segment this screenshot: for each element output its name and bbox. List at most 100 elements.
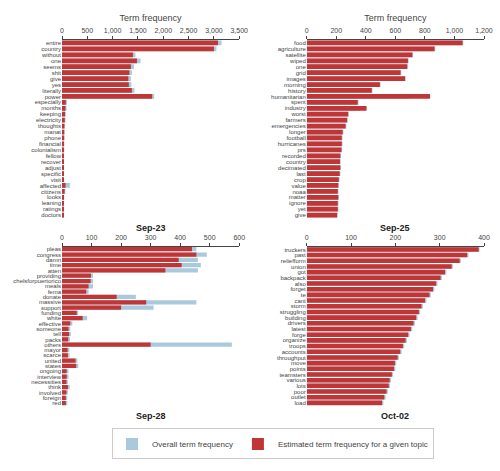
svg-text:Estimated term frequency for a: Estimated term frequency for a given top… bbox=[278, 440, 428, 449]
svg-text:wiped: wiped bbox=[289, 58, 306, 64]
svg-text:spent: spent bbox=[291, 99, 306, 105]
svg-text:last: last bbox=[296, 171, 306, 177]
svg-text:financial: financial bbox=[39, 141, 61, 147]
svg-text:morning: morning bbox=[284, 82, 306, 88]
svg-text:Term frequency: Term frequency bbox=[120, 13, 183, 23]
svg-text:truckers: truckers bbox=[284, 246, 305, 252]
svg-text:food: food bbox=[294, 40, 306, 46]
svg-text:longer: longer bbox=[289, 129, 306, 135]
svg-text:thoughts: thoughts bbox=[38, 123, 61, 129]
svg-text:white: white bbox=[46, 315, 62, 321]
svg-text:backpack: backpack bbox=[280, 275, 306, 281]
svg-text:recorded: recorded bbox=[282, 153, 306, 159]
svg-text:colonialism: colonialism bbox=[31, 147, 61, 153]
svg-text:3,000: 3,000 bbox=[205, 27, 223, 34]
svg-text:others: others bbox=[44, 342, 61, 348]
svg-text:affected: affected bbox=[40, 183, 61, 189]
svg-text:points: points bbox=[290, 366, 306, 372]
svg-text:donate: donate bbox=[43, 294, 62, 300]
svg-text:yet: yet bbox=[298, 206, 306, 212]
svg-text:2,000: 2,000 bbox=[155, 27, 173, 34]
svg-text:100: 100 bbox=[345, 234, 357, 241]
svg-text:electricity: electricity bbox=[36, 117, 61, 123]
svg-text:200: 200 bbox=[390, 234, 402, 241]
svg-text:literally: literally bbox=[42, 88, 61, 94]
svg-text:forge: forge bbox=[292, 332, 306, 338]
svg-text:crop: crop bbox=[294, 177, 306, 183]
svg-text:500: 500 bbox=[81, 27, 93, 34]
svg-text:400: 400 bbox=[360, 27, 372, 34]
svg-text:0: 0 bbox=[60, 234, 64, 241]
svg-text:history: history bbox=[288, 88, 306, 94]
svg-text:Term frequency: Term frequency bbox=[364, 13, 427, 23]
svg-text:ongoing: ongoing bbox=[40, 368, 61, 374]
svg-text:noaa: noaa bbox=[292, 189, 306, 195]
svg-text:0: 0 bbox=[305, 234, 309, 241]
svg-text:united: united bbox=[45, 358, 61, 364]
svg-text:effective: effective bbox=[39, 321, 62, 327]
svg-text:congress: congress bbox=[37, 252, 61, 258]
svg-text:mayor: mayor bbox=[44, 347, 61, 353]
svg-text:football: football bbox=[286, 135, 305, 141]
svg-text:recover: recover bbox=[41, 159, 61, 165]
svg-text:give: give bbox=[50, 76, 62, 82]
svg-text:1,000: 1,000 bbox=[446, 27, 464, 34]
svg-text:fema: fema bbox=[48, 289, 62, 295]
svg-text:Overall term frequency: Overall term frequency bbox=[152, 440, 233, 449]
svg-text:one: one bbox=[51, 58, 62, 64]
svg-text:worst: worst bbox=[290, 111, 306, 117]
svg-text:yes: yes bbox=[52, 82, 61, 88]
svg-text:massive: massive bbox=[39, 299, 62, 305]
svg-text:past: past bbox=[294, 252, 306, 258]
svg-text:interview: interview bbox=[37, 374, 61, 380]
svg-text:seems: seems bbox=[43, 64, 61, 70]
svg-text:ratings: ratings bbox=[43, 206, 61, 212]
svg-text:accounts: accounts bbox=[282, 349, 306, 355]
svg-text:involved: involved bbox=[39, 390, 61, 396]
svg-text:months: months bbox=[41, 105, 61, 111]
svg-text:100: 100 bbox=[86, 234, 98, 241]
svg-text:adjust: adjust bbox=[45, 165, 61, 171]
svg-text:packs: packs bbox=[45, 337, 61, 343]
svg-text:outlet: outlet bbox=[291, 394, 306, 400]
svg-text:red: red bbox=[52, 400, 61, 406]
svg-text:0: 0 bbox=[60, 27, 64, 34]
svg-text:scarce: scarce bbox=[43, 352, 61, 358]
svg-text:meals: meals bbox=[45, 283, 61, 289]
svg-text:fellow: fellow bbox=[46, 153, 62, 159]
svg-text:hurricanes: hurricanes bbox=[278, 141, 306, 147]
svg-text:tell: tell bbox=[53, 331, 61, 337]
svg-text:support: support bbox=[41, 305, 61, 311]
svg-text:400: 400 bbox=[478, 234, 490, 241]
svg-text:load: load bbox=[294, 400, 305, 406]
svg-text:citizens: citizens bbox=[41, 189, 61, 195]
svg-text:prs: prs bbox=[297, 147, 305, 153]
svg-text:providing: providing bbox=[37, 273, 61, 279]
svg-text:entire: entire bbox=[46, 40, 62, 46]
svg-text:got: got bbox=[297, 269, 306, 275]
svg-text:throughput: throughput bbox=[277, 355, 306, 361]
svg-text:800: 800 bbox=[419, 27, 431, 34]
svg-text:200: 200 bbox=[330, 27, 342, 34]
svg-text:400: 400 bbox=[174, 234, 186, 241]
svg-text:grid: grid bbox=[296, 70, 306, 76]
svg-text:emergencies: emergencies bbox=[271, 123, 305, 129]
svg-text:atten: atten bbox=[48, 268, 61, 274]
svg-text:building: building bbox=[285, 315, 306, 321]
svg-text:reliefform: reliefform bbox=[281, 258, 306, 264]
svg-text:specific: specific bbox=[41, 171, 61, 177]
svg-text:storm: storm bbox=[291, 303, 306, 309]
svg-text:leaning: leaning bbox=[42, 200, 61, 206]
svg-text:country: country bbox=[41, 46, 61, 52]
svg-text:images: images bbox=[286, 76, 305, 82]
svg-text:decimated: decimated bbox=[278, 165, 306, 171]
svg-text:latest: latest bbox=[291, 326, 306, 332]
svg-text:power: power bbox=[45, 94, 61, 100]
svg-text:1,500: 1,500 bbox=[129, 27, 147, 34]
svg-text:states: states bbox=[45, 363, 61, 369]
svg-text:drivers: drivers bbox=[288, 320, 306, 326]
svg-text:organize: organize bbox=[283, 337, 307, 343]
svg-text:satellite: satellite bbox=[285, 52, 306, 58]
svg-text:doctors: doctors bbox=[41, 212, 61, 218]
svg-text:keeping: keeping bbox=[40, 111, 61, 117]
